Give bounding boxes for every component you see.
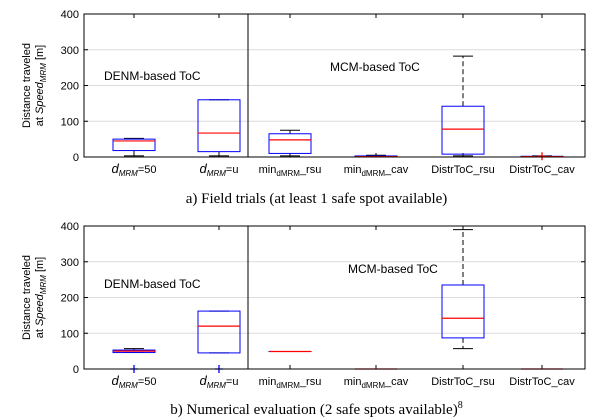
- y-axis-label: Distance traveled at SpeedMRM [m]: [21, 43, 48, 128]
- x-tick-label: dMRM=50: [111, 373, 156, 390]
- box-iqr: [197, 310, 241, 354]
- box-4: [441, 55, 485, 157]
- y-tick-label: 300: [61, 257, 79, 269]
- box-iqr: [441, 105, 485, 155]
- mcm-annotation: MCM-based ToC: [330, 60, 420, 74]
- y-tick-label: 100: [61, 328, 79, 340]
- x-tick-label: mindMRM_cav: [344, 164, 409, 178]
- box-1: [197, 310, 241, 373]
- x-tick-label: DistrToC_rsu: [431, 376, 495, 388]
- box-iqr: [197, 99, 241, 153]
- x-tick-label: DistrToC_rsu: [431, 164, 495, 176]
- mcm-annotation: MCM-based ToC: [348, 262, 438, 276]
- x-tick-label: DistrToC_cav: [509, 164, 575, 176]
- y-tick-label: 400: [61, 9, 79, 21]
- x-tick-label: mindMRM_rsu: [259, 376, 322, 390]
- box-iqr: [112, 138, 156, 152]
- x-tick-label: dMRM=u: [200, 161, 239, 178]
- box-5: [520, 152, 564, 161]
- denm-annotation: DENM-based ToC: [104, 69, 201, 83]
- y-tick-label: 0: [73, 364, 79, 376]
- box-2: [268, 129, 312, 157]
- x-tick-label: dMRM=50: [111, 161, 156, 178]
- y-tick-label: 300: [61, 45, 79, 57]
- panel-a: 0 100 200 300 400 dMRM=50 dMRM=u mindMRM_rsu min…: [21, 9, 586, 207]
- x-tick-label: mindMRM_rsu: [259, 164, 322, 178]
- svg-text:Distance traveled: Distance traveled: [21, 43, 33, 128]
- x-tick-label: dMRM=u: [200, 373, 239, 390]
- x-tick-label: mindMRM_cav: [344, 376, 409, 390]
- axes-frame: [83, 13, 586, 158]
- y-axis-label: Distance traveled at SpeedMRM [m]: [21, 255, 48, 340]
- axes-frame: [83, 225, 586, 370]
- box-4: [441, 229, 485, 350]
- svg-text:Distance traveled: Distance traveled: [21, 255, 33, 340]
- y-tick-label: 100: [61, 116, 79, 128]
- y-tick-label: 0: [73, 152, 79, 164]
- panel-caption: a) Field trials (at least 1 safe spot av…: [186, 191, 448, 207]
- y-tick-label: 400: [61, 221, 79, 233]
- outlier-marker: [538, 152, 546, 161]
- box-0: [112, 137, 156, 157]
- panel-caption: b) Numerical evaluation (2 safe spots av…: [170, 400, 462, 418]
- x-tick-label: DistrToC_cav: [509, 376, 575, 388]
- panel-b: 0 100 200 300 400 dMRM=50 dMRM=u mindMRM_rsu min…: [21, 221, 586, 418]
- svg-text:at SpeedMRM [m]: at SpeedMRM [m]: [34, 45, 48, 127]
- denm-annotation: DENM-based ToC: [104, 277, 201, 291]
- y-tick-label: 200: [61, 81, 79, 93]
- box-iqr: [441, 284, 485, 339]
- svg-text:at SpeedMRM [m]: at SpeedMRM [m]: [34, 257, 48, 339]
- box-1: [197, 99, 241, 157]
- y-tick-label: 200: [61, 293, 79, 305]
- box-iqr: [268, 133, 312, 154]
